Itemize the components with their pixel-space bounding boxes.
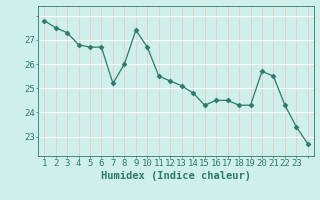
X-axis label: Humidex (Indice chaleur): Humidex (Indice chaleur) bbox=[101, 171, 251, 181]
